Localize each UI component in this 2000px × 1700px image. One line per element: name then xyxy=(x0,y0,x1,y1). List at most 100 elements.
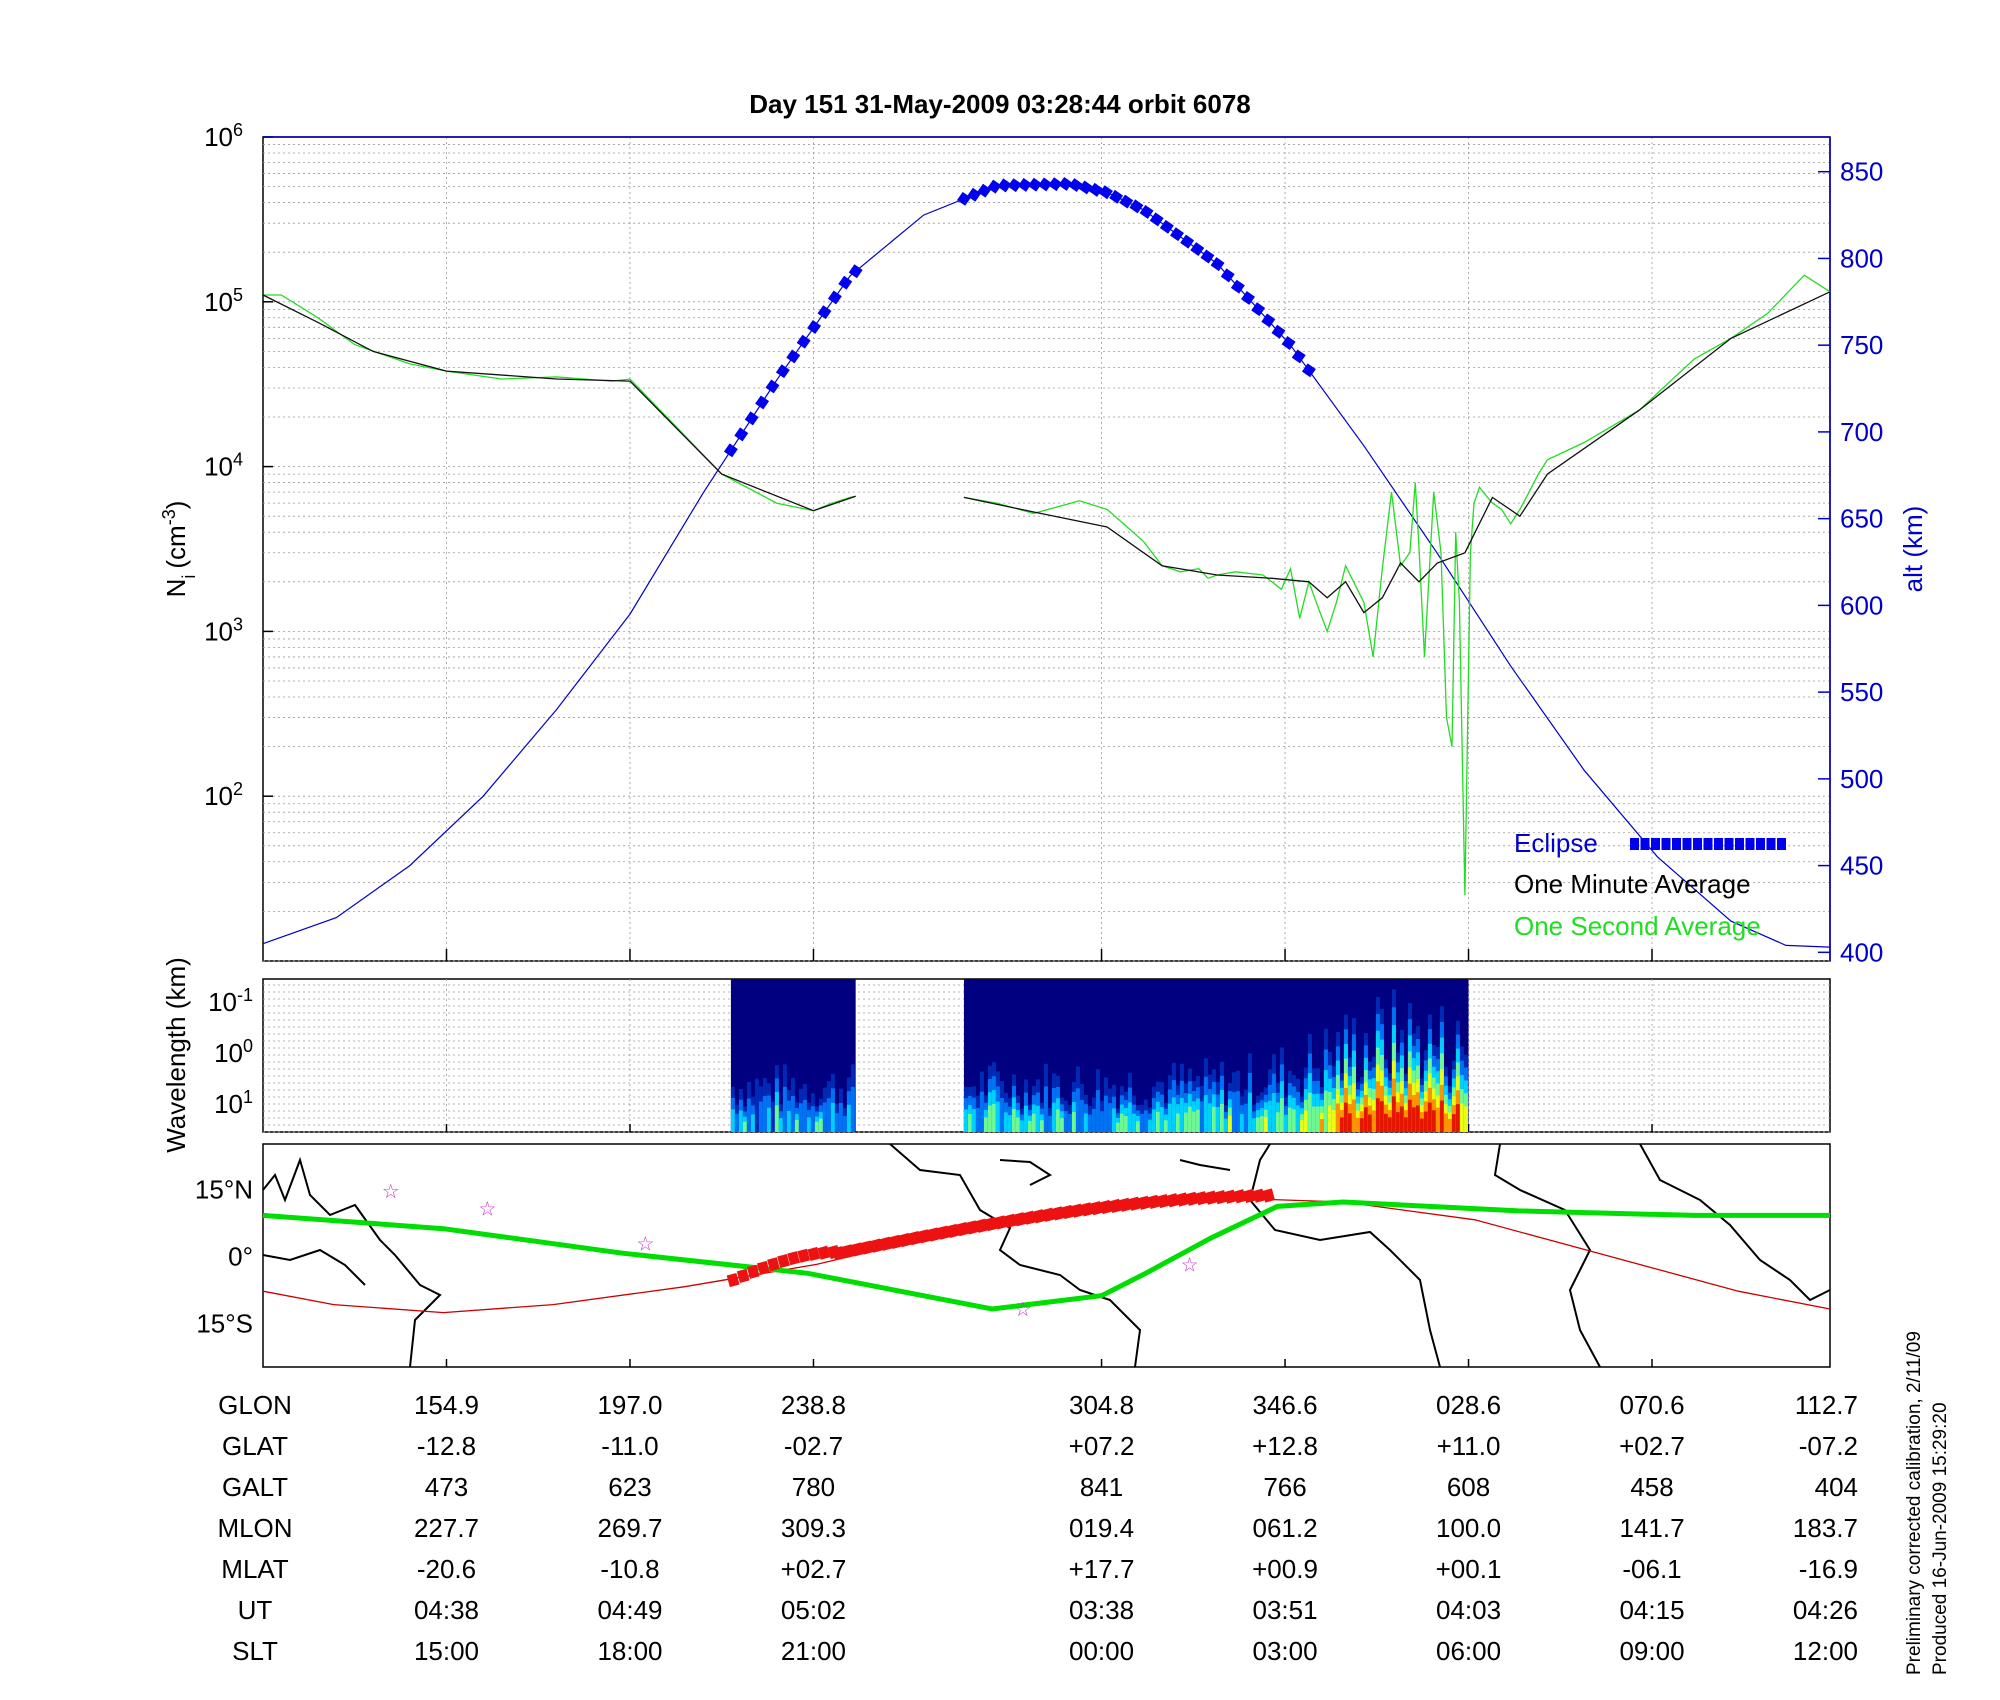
track-eclipse-marker xyxy=(736,1268,750,1283)
spectrogram-cell xyxy=(963,1109,968,1132)
track-eclipse-marker xyxy=(807,1246,821,1262)
map-panel: ☆ ☆ ☆ ☆ ☆ 15°N 0° 15°S xyxy=(195,1143,1831,1368)
spectrogram-cell xyxy=(1075,1088,1080,1132)
spectrogram-cell xyxy=(1271,1093,1276,1132)
track-eclipse-marker xyxy=(787,1251,801,1266)
track-eclipse-marker xyxy=(946,1223,960,1238)
map-tracks: ☆ ☆ ☆ ☆ ☆ xyxy=(262,1181,1831,1367)
altitude-tick-label: 400 xyxy=(1840,937,1883,967)
spectrogram-cell xyxy=(1171,1097,1176,1132)
eclipse-marker xyxy=(1159,219,1174,234)
spectrogram-cell xyxy=(1331,1110,1336,1132)
eclipse-marker xyxy=(1271,324,1286,339)
coastline xyxy=(1493,1143,1601,1368)
eclipse-marker xyxy=(1210,257,1225,272)
spectrogram-cell xyxy=(1007,1115,1012,1132)
density-y-label: Ni (cm-3) xyxy=(159,501,199,598)
spectrogram-cell xyxy=(1027,1121,1032,1132)
orbit-cell: 141.7 xyxy=(1619,1513,1684,1543)
spectrogram-cell xyxy=(1295,1105,1300,1132)
spectrogram-cell xyxy=(1031,1113,1036,1132)
eclipse-marker xyxy=(1200,249,1215,264)
orbit-cell: 070.6 xyxy=(1619,1390,1684,1420)
spectrogram-cell xyxy=(798,1103,803,1132)
spectrogram-cell xyxy=(1199,1101,1204,1132)
orbit-cell: 309.3 xyxy=(781,1513,846,1543)
spectrogram-grid xyxy=(263,979,1830,1133)
orbit-cell: +12.8 xyxy=(1252,1431,1318,1461)
spectrogram-cell xyxy=(1315,1106,1320,1132)
orbit-row-label: UT xyxy=(238,1595,273,1625)
spectrogram-cell xyxy=(987,1105,992,1132)
legend-eclipse-marker xyxy=(1693,838,1702,850)
orbit-table: GLON 154.9 197.0 238.8 304.8 346.6 028.6 070.6 1… xyxy=(217,1390,1858,1666)
spectrogram-cell xyxy=(1219,1103,1224,1132)
spectrogram-y-tick-label-exp: 0 xyxy=(243,1036,253,1056)
spectrogram-cell xyxy=(770,1101,775,1132)
altitude-tick-labels: 400 450 500 550 600 650 700 750 800 850 xyxy=(1818,157,1883,967)
spectrogram-cell xyxy=(1311,1106,1316,1132)
coastline xyxy=(999,1159,1053,1186)
spectrogram-cell xyxy=(794,1120,799,1132)
eclipse-marker xyxy=(1230,279,1245,294)
spectrogram-cell xyxy=(1263,1117,1268,1132)
spectrogram-cell xyxy=(1083,1113,1088,1132)
orbit-cell: +17.7 xyxy=(1069,1554,1135,1584)
legend-eclipse-marker xyxy=(1745,838,1755,850)
density-y-tick-label-base: 10 xyxy=(204,616,233,646)
orbit-row-label: GLAT xyxy=(222,1431,288,1461)
eclipse-marker xyxy=(1109,189,1124,204)
eclipse-marker xyxy=(1017,177,1032,192)
eclipse-marker xyxy=(1281,336,1296,350)
spectrogram-cell xyxy=(1319,1119,1324,1132)
spectrogram-cell xyxy=(1067,1113,1072,1132)
spectrogram-cell xyxy=(1063,1111,1068,1132)
orbit-cell: +07.2 xyxy=(1069,1431,1135,1461)
track-eclipse-marker xyxy=(1204,1190,1218,1205)
ylabel-sub: i xyxy=(179,575,199,579)
density-y-tick-label-exp: 2 xyxy=(233,779,243,799)
spectrogram-cell xyxy=(1059,1118,1064,1132)
spectrogram-cell xyxy=(1127,1102,1132,1132)
spectrogram-cell xyxy=(1423,1111,1428,1132)
spectrogram-cell xyxy=(1275,1112,1280,1132)
track-eclipse-marker xyxy=(851,1242,864,1257)
track-eclipse-marker xyxy=(994,1215,1008,1230)
spectrogram-cell xyxy=(766,1107,771,1132)
spectrogram-cell xyxy=(814,1121,819,1132)
spectrogram-cell xyxy=(967,1113,972,1132)
orbit-cell: 03:38 xyxy=(1069,1595,1134,1625)
spectrogram-cell xyxy=(1163,1120,1168,1132)
coastline xyxy=(262,1156,442,1368)
orbit-cell: 346.6 xyxy=(1252,1390,1317,1420)
track-eclipse-marker xyxy=(918,1229,931,1244)
orbit-row-label: GALT xyxy=(222,1472,288,1502)
legend-eclipse-marker xyxy=(1651,838,1660,850)
spectrogram-cell xyxy=(1335,1103,1340,1132)
spectrogram-cell xyxy=(1227,1115,1232,1132)
eclipse-marker xyxy=(765,379,780,394)
map-lat-label: 15°S xyxy=(196,1308,253,1338)
orbit-cell: 841 xyxy=(1080,1472,1123,1502)
altitude-tick-label: 600 xyxy=(1840,590,1883,620)
chart-title: Day 151 31-May-2009 03:28:44 orbit 6078 xyxy=(749,89,1251,119)
ylabel-unit: (cm xyxy=(161,525,191,568)
orbit-cell: 18:00 xyxy=(597,1636,662,1666)
track-eclipse-marker xyxy=(975,1218,989,1233)
spectrogram-cell xyxy=(1135,1121,1140,1132)
spectrogram-cell xyxy=(1243,1103,1248,1132)
spectrogram-cell xyxy=(1259,1116,1264,1132)
orbit-row-label: GLON xyxy=(218,1390,292,1420)
spectrogram-cell xyxy=(734,1113,739,1132)
spectrogram-cell xyxy=(1095,1090,1100,1132)
spectrogram-cell xyxy=(754,1078,759,1132)
spectrogram-cell xyxy=(1223,1118,1228,1132)
orbit-cell: -07.2 xyxy=(1799,1431,1858,1461)
track-eclipse-marker xyxy=(1262,1188,1275,1203)
orbit-cell: 09:00 xyxy=(1619,1636,1684,1666)
spectrogram-cell xyxy=(1011,1108,1016,1132)
track-eclipse-marker xyxy=(841,1244,855,1259)
legend-eclipse-swatch xyxy=(1630,838,1786,850)
spectrogram-cell xyxy=(1355,1117,1360,1132)
